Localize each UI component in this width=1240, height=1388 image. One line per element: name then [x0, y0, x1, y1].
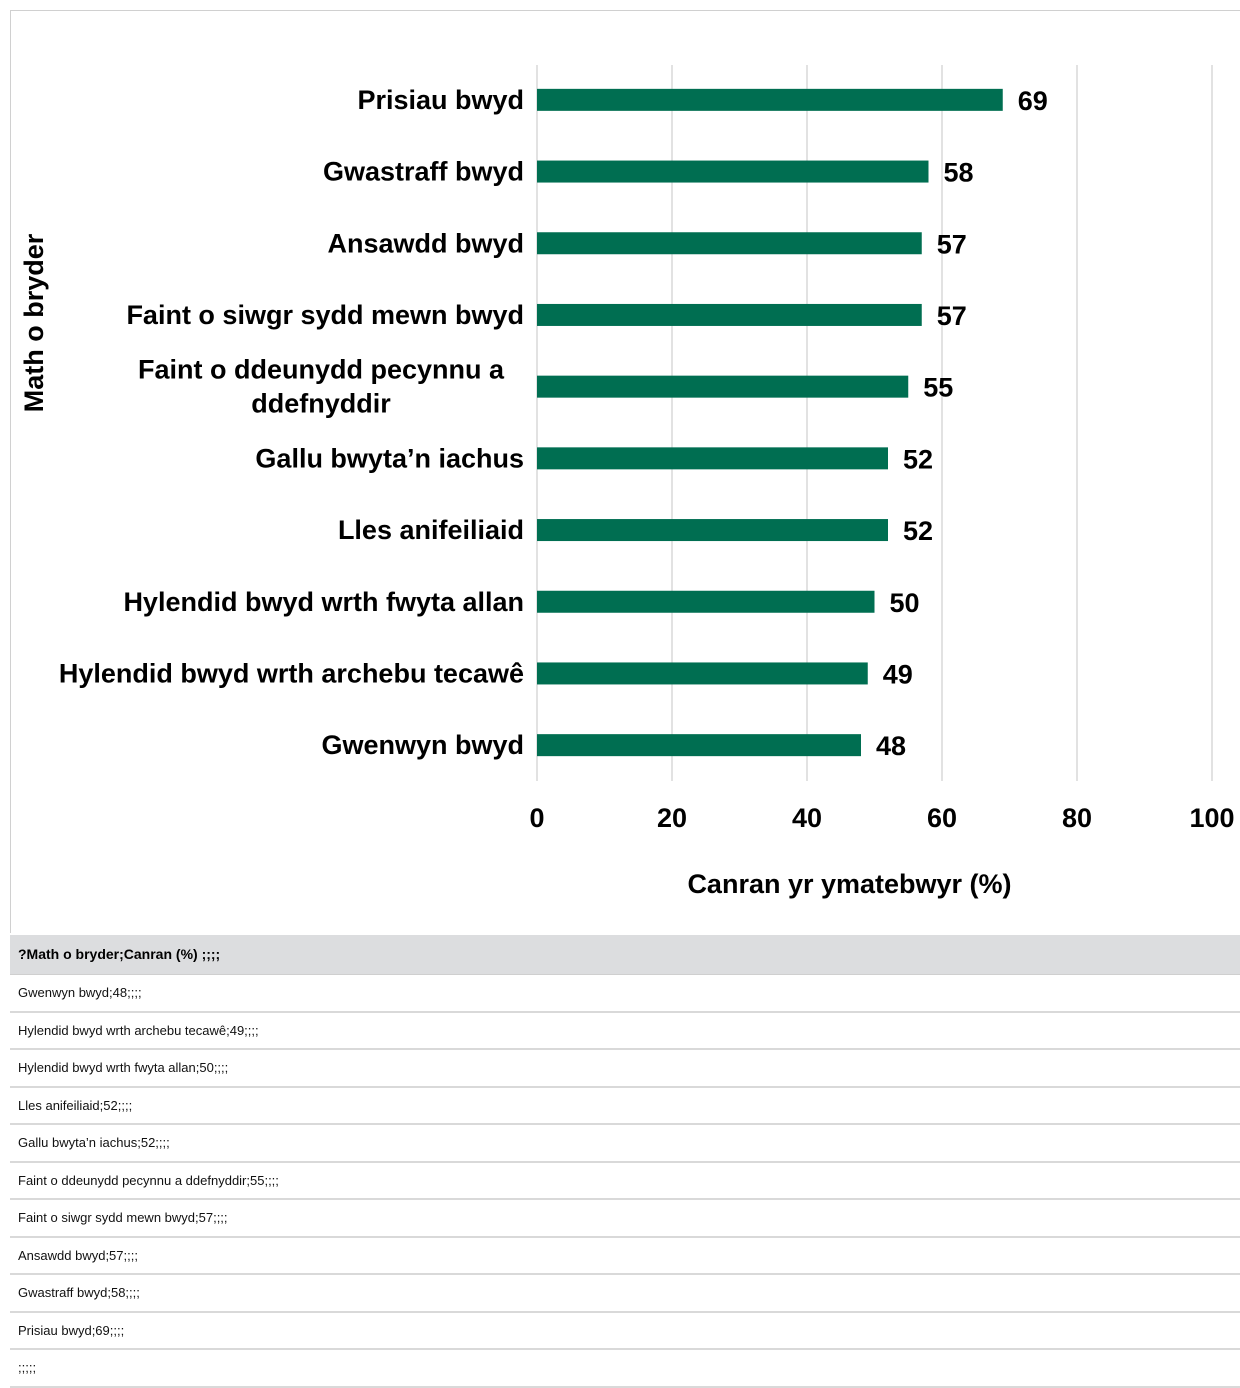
data-label: 57: [937, 301, 967, 331]
bar-chart: 0 20 40 60 80 100 69 Prisiau bwyd 58 Gwastraff bw…: [19, 65, 1235, 899]
data-label: 48: [876, 731, 906, 761]
table-cell: ;;;;;: [10, 1349, 1240, 1388]
data-label: 69: [1018, 86, 1048, 116]
table-row: Faint o ddeunydd pecynnu a ddefnyddir;55…: [10, 1161, 1240, 1200]
table-cell: Prisiau bwyd;69;;;;: [10, 1311, 1240, 1350]
table-row: ;;;;;: [10, 1349, 1240, 1388]
category-label: Faint o ddeunydd pecynnu a: [138, 355, 505, 385]
category-label: Lles anifeiliaid: [338, 515, 524, 545]
table-row: Lles anifeiliaid;52;;;;: [10, 1086, 1240, 1125]
table-cell: Gwenwyn bwyd;48;;;;: [10, 974, 1240, 1013]
data-label: 52: [903, 516, 933, 546]
bar: [537, 447, 888, 470]
table-row: Hylendid bwyd wrth fwyta allan;50;;;;: [10, 1049, 1240, 1088]
table-row: Gwenwyn bwyd;48;;;;: [10, 974, 1240, 1013]
bar: [537, 590, 875, 613]
data-label: 49: [883, 659, 913, 689]
bar: [537, 734, 861, 757]
table-row: Prisiau bwyd;69;;;;: [10, 1311, 1240, 1350]
category-label: Faint o siwgr sydd mewn bwyd: [126, 300, 524, 330]
x-tick-label: 60: [927, 803, 957, 833]
bar: [537, 662, 868, 685]
bar: [537, 519, 888, 542]
data-label: 55: [923, 373, 953, 403]
table-cell: Hylendid bwyd wrth fwyta allan;50;;;;: [10, 1049, 1240, 1088]
bar: [537, 375, 909, 398]
x-tick-label: 40: [792, 803, 822, 833]
table-cell: Gwastraff bwyd;58;;;;: [10, 1274, 1240, 1313]
table-row: Gallu bwyta’n iachus;52;;;;: [10, 1124, 1240, 1163]
category-label: ddefnyddir: [251, 389, 391, 419]
bar: [537, 232, 922, 255]
category-label: Hylendid bwyd wrth archebu tecawê: [59, 658, 524, 688]
x-tick-label: 80: [1062, 803, 1092, 833]
bar: [537, 88, 1003, 111]
data-label: 52: [903, 444, 933, 474]
category-label: Gallu bwyta’n iachus: [255, 443, 524, 473]
table-header-row: ?Math o bryder;Canran (%) ;;;;: [10, 935, 1240, 975]
x-axis-title: Canran yr ymatebwyr (%): [687, 869, 1011, 899]
category-label: Hylendid bwyd wrth fwyta allan: [123, 587, 524, 617]
table-row: Hylendid bwyd wrth archebu tecawê;49;;;;: [10, 1011, 1240, 1050]
table-row: Ansawdd bwyd;57;;;;: [10, 1236, 1240, 1275]
chart-panel: 0 20 40 60 80 100 69 Prisiau bwyd 58 Gwastraff bw…: [10, 10, 1240, 933]
category-label: Gwenwyn bwyd: [321, 730, 524, 760]
table-cell: Lles anifeiliaid;52;;;;: [10, 1086, 1240, 1125]
table-cell: Faint o siwgr sydd mewn bwyd;57;;;;: [10, 1199, 1240, 1238]
table-row: Gwastraff bwyd;58;;;;: [10, 1274, 1240, 1313]
table-cell: Faint o ddeunydd pecynnu a ddefnyddir;55…: [10, 1161, 1240, 1200]
bar: [537, 160, 929, 183]
table-cell: Ansawdd bwyd;57;;;;: [10, 1236, 1240, 1275]
table-cell: Hylendid bwyd wrth archebu tecawê;49;;;;: [10, 1011, 1240, 1050]
category-label: Gwastraff bwyd: [323, 157, 524, 187]
y-axis-title: Math o bryder: [19, 233, 49, 412]
category-label: Ansawdd bwyd: [327, 228, 524, 258]
table-cell: Gallu bwyta’n iachus;52;;;;: [10, 1124, 1240, 1163]
data-label: 57: [937, 229, 967, 259]
bar: [537, 303, 922, 326]
x-tick-label: 0: [529, 803, 544, 833]
x-tick-label: 20: [657, 803, 687, 833]
x-tick-label: 100: [1189, 803, 1234, 833]
data-label: 58: [944, 158, 974, 188]
table-header-cell: ?Math o bryder;Canran (%) ;;;;: [10, 935, 1240, 975]
table-body: Gwenwyn bwyd;48;;;; Hylendid bwyd wrth ar…: [10, 974, 1240, 1388]
data-label: 50: [890, 588, 920, 618]
category-label: Prisiau bwyd: [357, 85, 524, 115]
data-table: ?Math o bryder;Canran (%) ;;;; Gwenwyn b…: [10, 935, 1240, 1388]
table-row: Faint o siwgr sydd mewn bwyd;57;;;;: [10, 1199, 1240, 1238]
